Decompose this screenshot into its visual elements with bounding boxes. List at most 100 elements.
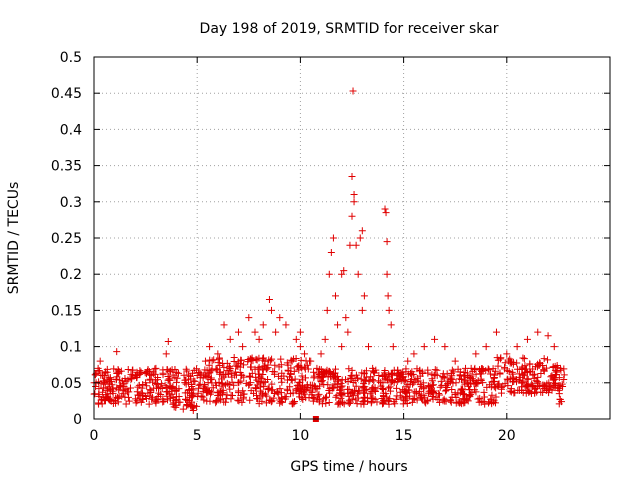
data-point <box>186 393 194 401</box>
data-point <box>344 385 352 393</box>
data-point <box>162 388 170 396</box>
data-point <box>277 398 285 406</box>
data-point <box>526 388 534 396</box>
data-point <box>227 369 235 377</box>
data-point <box>381 205 389 213</box>
data-point <box>152 398 160 406</box>
data-point <box>556 395 564 403</box>
data-point <box>534 328 542 336</box>
data-point <box>270 394 278 402</box>
data-point <box>545 389 553 397</box>
data-point <box>523 365 531 373</box>
data-point <box>143 382 151 390</box>
data-point <box>202 372 210 380</box>
data-point <box>134 383 142 391</box>
data-point <box>173 386 181 394</box>
data-point <box>108 378 116 386</box>
data-point <box>497 389 505 397</box>
data-point <box>352 382 360 390</box>
data-point <box>133 388 141 396</box>
data-point <box>139 380 147 388</box>
data-point <box>326 385 334 393</box>
data-point <box>206 390 214 398</box>
data-point <box>443 386 451 394</box>
data-point <box>348 375 356 383</box>
data-point <box>334 321 342 329</box>
data-point <box>461 380 469 388</box>
data-point <box>460 399 468 407</box>
data-point <box>310 374 318 382</box>
data-point <box>132 399 140 407</box>
data-point <box>252 384 260 392</box>
data-point <box>215 378 223 386</box>
data-point <box>448 393 456 401</box>
data-point <box>402 365 410 373</box>
data-point <box>234 387 242 395</box>
data-point <box>344 398 352 406</box>
data-point <box>413 365 421 373</box>
data-point <box>523 368 531 376</box>
y-tick-label: 0.5 <box>60 50 82 66</box>
data-point <box>327 248 335 256</box>
data-point <box>91 390 99 398</box>
data-point <box>313 364 321 372</box>
data-point <box>381 375 389 383</box>
data-point <box>114 398 122 406</box>
data-point <box>276 314 284 322</box>
data-point <box>430 389 438 397</box>
data-point <box>489 377 497 385</box>
data-point <box>100 372 108 380</box>
data-point <box>537 388 545 396</box>
data-point <box>417 391 425 399</box>
data-point <box>331 373 339 381</box>
data-point <box>349 379 357 387</box>
data-point <box>394 375 402 383</box>
data-point <box>345 365 353 373</box>
data-point <box>399 373 407 381</box>
data-point <box>321 335 329 343</box>
data-point <box>481 400 489 408</box>
data-point <box>556 364 564 372</box>
data-point <box>462 364 470 372</box>
data-point <box>297 363 305 371</box>
data-point <box>276 385 284 393</box>
data-point <box>503 350 511 358</box>
data-point <box>255 363 263 371</box>
data-point <box>254 365 262 373</box>
data-point <box>348 212 356 220</box>
data-point <box>348 395 356 403</box>
data-point <box>444 377 452 385</box>
data-point <box>447 398 455 406</box>
data-point <box>167 383 175 391</box>
data-point <box>382 390 390 398</box>
data-point <box>371 387 379 395</box>
data-point <box>420 343 428 351</box>
data-point <box>215 355 223 363</box>
data-point <box>394 366 402 374</box>
data-point <box>370 368 378 376</box>
data-point <box>534 379 542 387</box>
data-point <box>188 385 196 393</box>
data-point <box>205 361 213 369</box>
data-point <box>532 363 540 371</box>
data-point <box>234 328 242 336</box>
data-point <box>358 227 366 235</box>
data-point <box>560 365 568 373</box>
data-point <box>524 375 532 383</box>
data-point <box>438 381 446 389</box>
data-point <box>411 376 419 384</box>
data-point <box>248 369 256 377</box>
data-point <box>441 343 449 351</box>
data-point <box>226 335 234 343</box>
data-point <box>151 365 159 373</box>
data-point <box>255 370 263 378</box>
data-point <box>334 377 342 385</box>
data-point <box>100 394 108 402</box>
data-point <box>216 361 224 369</box>
data-point <box>378 384 386 392</box>
data-point <box>508 368 516 376</box>
data-point <box>476 394 484 402</box>
data-point <box>134 391 142 399</box>
data-point <box>524 382 532 390</box>
